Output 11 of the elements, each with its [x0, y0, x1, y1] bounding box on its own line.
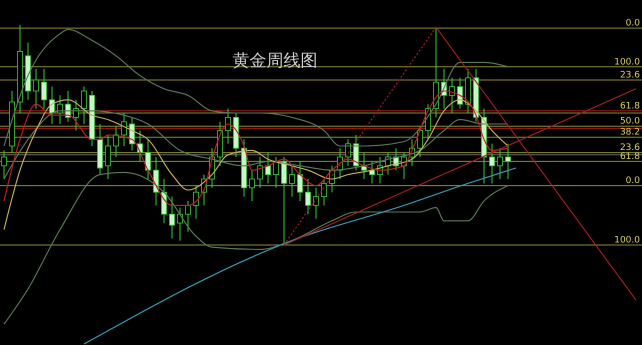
annotation: 61.8: [620, 152, 640, 162]
annotation: 100.0: [614, 57, 640, 68]
annotation: 23.6: [620, 70, 640, 80]
text: 黄金周线图: [232, 51, 318, 71]
annotation: 50.0: [620, 116, 640, 127]
annotation: 0.0: [626, 18, 640, 29]
annotation: 100.0: [614, 236, 640, 246]
annotation: 38.2: [620, 128, 640, 138]
annotation: 61.8: [620, 101, 640, 112]
annotation: 0.0: [626, 176, 640, 186]
annotation: 23.6: [620, 143, 640, 154]
